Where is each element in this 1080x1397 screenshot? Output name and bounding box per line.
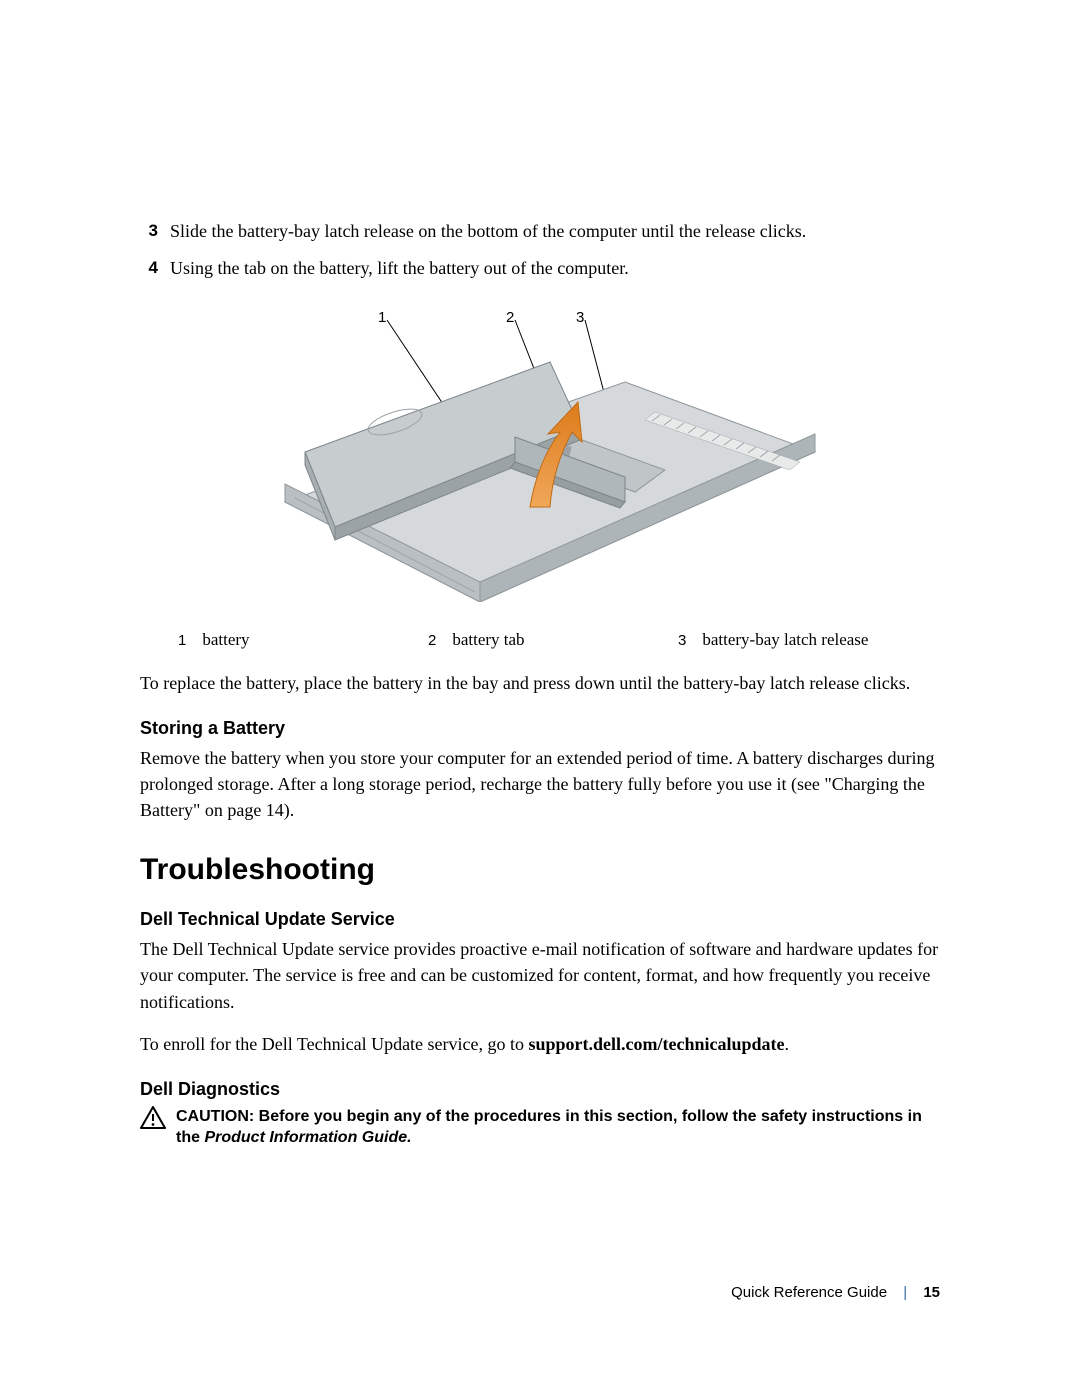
heading-dell-diagnostics: Dell Diagnostics xyxy=(140,1079,940,1100)
battery-removal-figure: 1 2 3 xyxy=(260,302,820,602)
callout-legend: 1 battery 2 battery tab 3 battery-bay la… xyxy=(178,630,940,650)
callout-num-1: 1 xyxy=(378,309,386,326)
caution-text-block: CAUTION: Before you begin any of the pro… xyxy=(176,1106,940,1149)
enroll-url: support.dell.com/technicalupdate xyxy=(529,1034,785,1054)
page-footer: Quick Reference Guide | 15 xyxy=(731,1284,940,1301)
callout-label: battery-bay latch release xyxy=(702,630,868,650)
step-text: Using the tab on the battery, lift the b… xyxy=(170,255,629,282)
step-number: 3 xyxy=(140,218,170,245)
caution-period: . xyxy=(407,1129,411,1146)
callout-number: 1 xyxy=(178,632,202,649)
replace-battery-text: To replace the battery, place the batter… xyxy=(140,670,940,696)
caution-icon xyxy=(140,1106,176,1149)
footer-title: Quick Reference Guide xyxy=(731,1284,887,1301)
step-text: Slide the battery-bay latch release on t… xyxy=(170,218,806,245)
footer-page-number: 15 xyxy=(923,1284,940,1301)
footer-separator: | xyxy=(891,1284,919,1301)
storing-battery-text: Remove the battery when you store your c… xyxy=(140,745,940,823)
battery-illustration: 1 2 3 xyxy=(260,302,820,602)
callout-num-2: 2 xyxy=(506,309,514,326)
step-list: 3 Slide the battery-bay latch release on… xyxy=(140,218,940,282)
step-item: 4 Using the tab on the battery, lift the… xyxy=(140,255,940,282)
callout-label: battery tab xyxy=(452,630,524,650)
callout-item: 2 battery tab xyxy=(428,630,678,650)
step-number: 4 xyxy=(140,255,170,282)
callout-num-3: 3 xyxy=(576,309,584,326)
caution-guide-title: Product Information Guide xyxy=(204,1129,407,1146)
enroll-text: To enroll for the Dell Technical Update … xyxy=(140,1031,940,1057)
caution-block: CAUTION: Before you begin any of the pro… xyxy=(140,1106,940,1149)
heading-technical-update: Dell Technical Update Service xyxy=(140,909,940,930)
heading-troubleshooting: Troubleshooting xyxy=(140,853,940,887)
enroll-prefix: To enroll for the Dell Technical Update … xyxy=(140,1034,529,1054)
heading-storing-battery: Storing a Battery xyxy=(140,718,940,739)
callout-label: battery xyxy=(202,630,249,650)
enroll-suffix: . xyxy=(785,1034,790,1054)
technical-update-text: The Dell Technical Update service provid… xyxy=(140,936,940,1014)
caution-label: CAUTION: xyxy=(176,1108,259,1125)
callout-number: 2 xyxy=(428,632,452,649)
step-item: 3 Slide the battery-bay latch release on… xyxy=(140,218,940,245)
callout-item: 3 battery-bay latch release xyxy=(678,630,938,650)
callout-number: 3 xyxy=(678,632,702,649)
callout-item: 1 battery xyxy=(178,630,428,650)
